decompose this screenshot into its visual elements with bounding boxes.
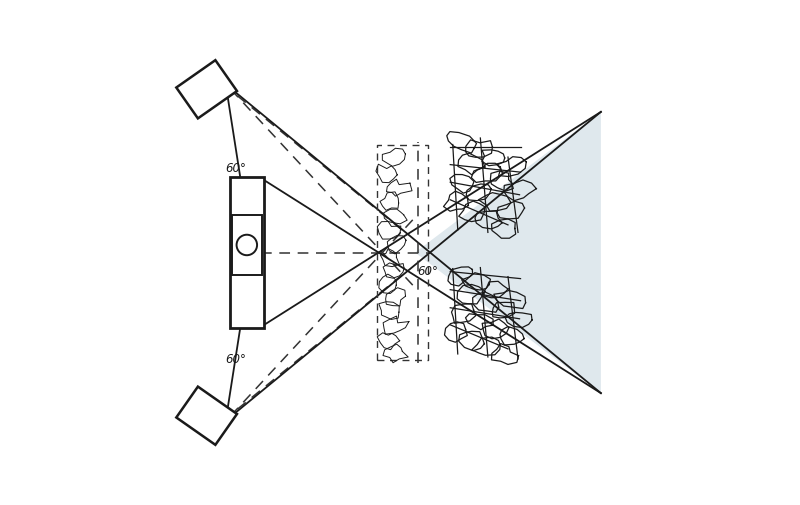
Text: 60°: 60° bbox=[226, 353, 246, 366]
Polygon shape bbox=[232, 215, 262, 275]
Polygon shape bbox=[176, 60, 237, 118]
Polygon shape bbox=[230, 177, 264, 328]
Text: 60°: 60° bbox=[418, 265, 438, 278]
Polygon shape bbox=[415, 112, 601, 393]
Polygon shape bbox=[176, 387, 237, 445]
Circle shape bbox=[237, 235, 257, 255]
Text: 60°: 60° bbox=[226, 162, 246, 175]
